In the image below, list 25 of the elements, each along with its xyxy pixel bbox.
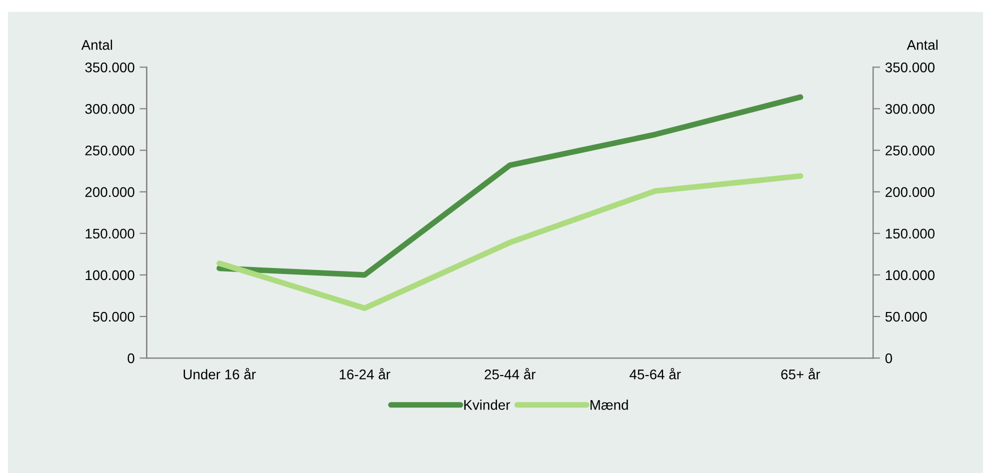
x-tick-label: 25-44 år xyxy=(484,368,536,380)
y-axis-title: Antal xyxy=(81,40,112,50)
y-tick-label: 200.000 xyxy=(85,187,134,198)
y2-tick-label: 300.000 xyxy=(885,104,935,114)
y-tick-label: 50.000 xyxy=(92,312,134,322)
y2-tick-label: 150.000 xyxy=(886,228,935,239)
x-tick-label: Under 16 år xyxy=(184,368,256,380)
y-tick-label: 300.000 xyxy=(85,104,134,114)
y2-tick-label: 0 xyxy=(885,353,892,364)
legend-label: Kvinder xyxy=(464,400,510,410)
y2-axis-title: Antal xyxy=(906,40,938,50)
y2-tick-label: 50.000 xyxy=(885,312,927,322)
y-tick-label: 0 xyxy=(128,353,134,364)
legend-label: Mænd xyxy=(590,400,628,410)
y2-tick-label: 350.000 xyxy=(885,62,935,72)
y2-tick-label: 250.000 xyxy=(886,146,935,156)
y-tick-label: 100.000 xyxy=(86,270,134,280)
x-tick-label: 65+ år xyxy=(781,368,820,380)
y2-tick-label: 200.000 xyxy=(886,187,935,198)
y2-tick-label: 100.000 xyxy=(886,270,935,280)
y-tick-label: 350.000 xyxy=(85,62,134,72)
x-tick-label: 16-24 år xyxy=(340,368,390,380)
x-tick-label: 45-64 år xyxy=(630,368,681,380)
y-tick-label: 250.000 xyxy=(85,146,134,156)
y-tick-label: 150.000 xyxy=(86,228,134,239)
